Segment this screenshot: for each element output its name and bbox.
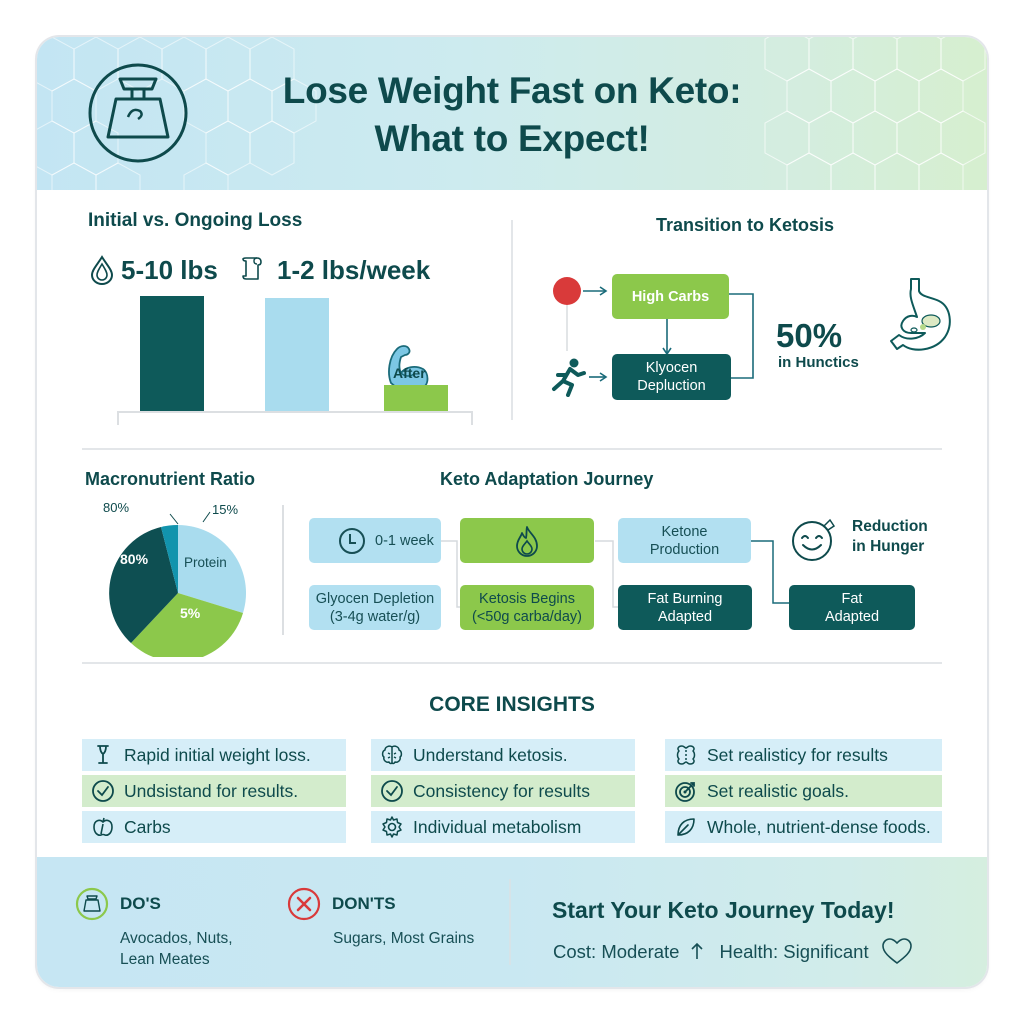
initial-loss-title: Initial vs. Ongoing Loss xyxy=(88,210,303,231)
brain-icon xyxy=(381,745,403,765)
running-person-icon xyxy=(552,358,586,397)
insight-item: Rapid initial weight loss. xyxy=(82,739,346,771)
pie-slice-teal xyxy=(161,524,178,593)
journey-box-fat-adapted: Fat Adapted xyxy=(789,585,915,630)
initial-loss-value: 5-10 lbs xyxy=(121,255,218,285)
infographic-card: Lose Weight Fast on Keto: What to Expect… xyxy=(37,37,987,987)
pie-slice-green xyxy=(131,593,243,657)
goblet-icon xyxy=(97,745,109,764)
stat-value: 50% xyxy=(776,317,843,354)
insight-item: Set realisticy for results xyxy=(665,739,942,771)
journey-box-week: 0-1 week xyxy=(309,518,441,563)
health-label: Health: Significant xyxy=(719,940,869,962)
leader-line xyxy=(202,511,211,523)
journey-box-ketone: Ketone Production xyxy=(618,518,751,563)
pie-label-green: 5% xyxy=(180,605,201,621)
pie-slice-protein xyxy=(178,525,247,613)
pie-outer-label-left: 80% xyxy=(103,500,130,515)
donts-list: Sugars, Most Grains xyxy=(333,930,475,947)
insights-title: CORE INSIGHTS xyxy=(429,693,595,716)
insight-item: Individual metabolism xyxy=(371,811,635,843)
section-divider xyxy=(282,505,284,635)
transition-connectors xyxy=(553,277,608,382)
insight-item: Carbs xyxy=(82,811,346,843)
cta-heading: Start Your Keto Journey Today! xyxy=(552,897,895,923)
loop-connector xyxy=(729,293,754,379)
stomach-icon xyxy=(890,278,951,351)
journey-connectors xyxy=(440,540,793,608)
after-label: After xyxy=(393,365,426,381)
gear-icon xyxy=(382,816,402,838)
pie-label-protein: Protein xyxy=(184,555,227,570)
insight-item: Consistency for results xyxy=(371,775,635,807)
insight-item: Understand ketosis. xyxy=(371,739,635,771)
hexagon-pattern-decoration xyxy=(764,37,986,190)
check-circle-icon xyxy=(92,780,114,802)
ongoing-loss-value: 1-2 lbs/week xyxy=(277,255,431,285)
heart-icon xyxy=(881,938,912,965)
dos-list: Avocados, Nuts, Lean Meates xyxy=(120,930,233,968)
insight-item: Set realistic goals. xyxy=(665,775,942,807)
flame-icon xyxy=(516,525,538,557)
stat-label: in Hunctics xyxy=(778,354,859,371)
pie-label-dark: 80% xyxy=(120,551,149,567)
red-circle-icon xyxy=(553,277,581,305)
bar-initial xyxy=(140,296,204,412)
bar-after xyxy=(384,385,448,412)
smiley-face-icon xyxy=(792,518,836,561)
macros-title: Macronutrient Ratio xyxy=(85,469,256,489)
journey-box-fat-burning: Fat Burning Adapted xyxy=(618,585,752,630)
chart-baseline xyxy=(117,411,473,425)
journey-title: Keto Adaptation Journey xyxy=(440,469,654,489)
arrow-down-connector xyxy=(662,319,672,355)
cost-health-line: Cost: Moderate Health: Significant xyxy=(553,937,913,965)
donts-x-icon xyxy=(287,887,321,921)
section-divider xyxy=(82,448,942,450)
hunger-reduction-label: Reduction in Hunger xyxy=(852,518,928,555)
scale-weight-icon xyxy=(88,63,188,163)
insight-item: Undsistand for results. xyxy=(82,775,346,807)
apple-icon xyxy=(93,817,113,836)
target-icon xyxy=(675,782,695,802)
dos-title: DO'S xyxy=(120,894,161,913)
footer-banner: DO'S Avocados, Nuts, Lean Meates DON'TS … xyxy=(37,857,987,987)
journey-box-flame xyxy=(460,518,594,563)
header-banner: Lose Weight Fast on Keto: What to Expect… xyxy=(37,37,987,190)
bar-ongoing xyxy=(265,298,329,412)
journey-box-ketosis: Ketosis Begins (<50g carba/day) xyxy=(460,585,594,630)
page-title: Lose Weight Fast on Keto: What to Expect… xyxy=(282,70,742,159)
check-circle-icon xyxy=(381,780,403,802)
footer-divider xyxy=(509,879,511,965)
macros-pie-chart xyxy=(109,524,247,657)
leaf-icon xyxy=(677,818,695,836)
donts-title: DON'TS xyxy=(332,894,396,913)
pie-slice-dark xyxy=(109,527,178,643)
bone-icon xyxy=(676,745,696,765)
flow-box-high-carbs: High Carbs xyxy=(612,274,729,319)
arrow-up-icon xyxy=(691,942,704,959)
water-drop-icon xyxy=(90,255,114,285)
clock-icon xyxy=(339,527,365,554)
scroll-icon xyxy=(242,257,262,280)
pie-outer-label-right: 15% xyxy=(212,502,239,517)
hexagon-pattern-decoration xyxy=(37,37,317,190)
section-divider xyxy=(82,662,942,664)
journey-box-glycogen: Glyocen Depletion (3-4g water/g) xyxy=(309,585,441,630)
section-divider xyxy=(511,220,513,420)
flow-box-glycogen-depletion: Klyocen Depluction xyxy=(612,354,731,400)
cost-label: Cost: Moderate xyxy=(553,940,680,962)
insight-item: Whole, nutrient-dense foods. xyxy=(665,811,942,843)
transition-title: Transition to Ketosis xyxy=(656,215,835,235)
dos-scale-icon xyxy=(75,887,109,921)
leader-line xyxy=(169,513,179,525)
